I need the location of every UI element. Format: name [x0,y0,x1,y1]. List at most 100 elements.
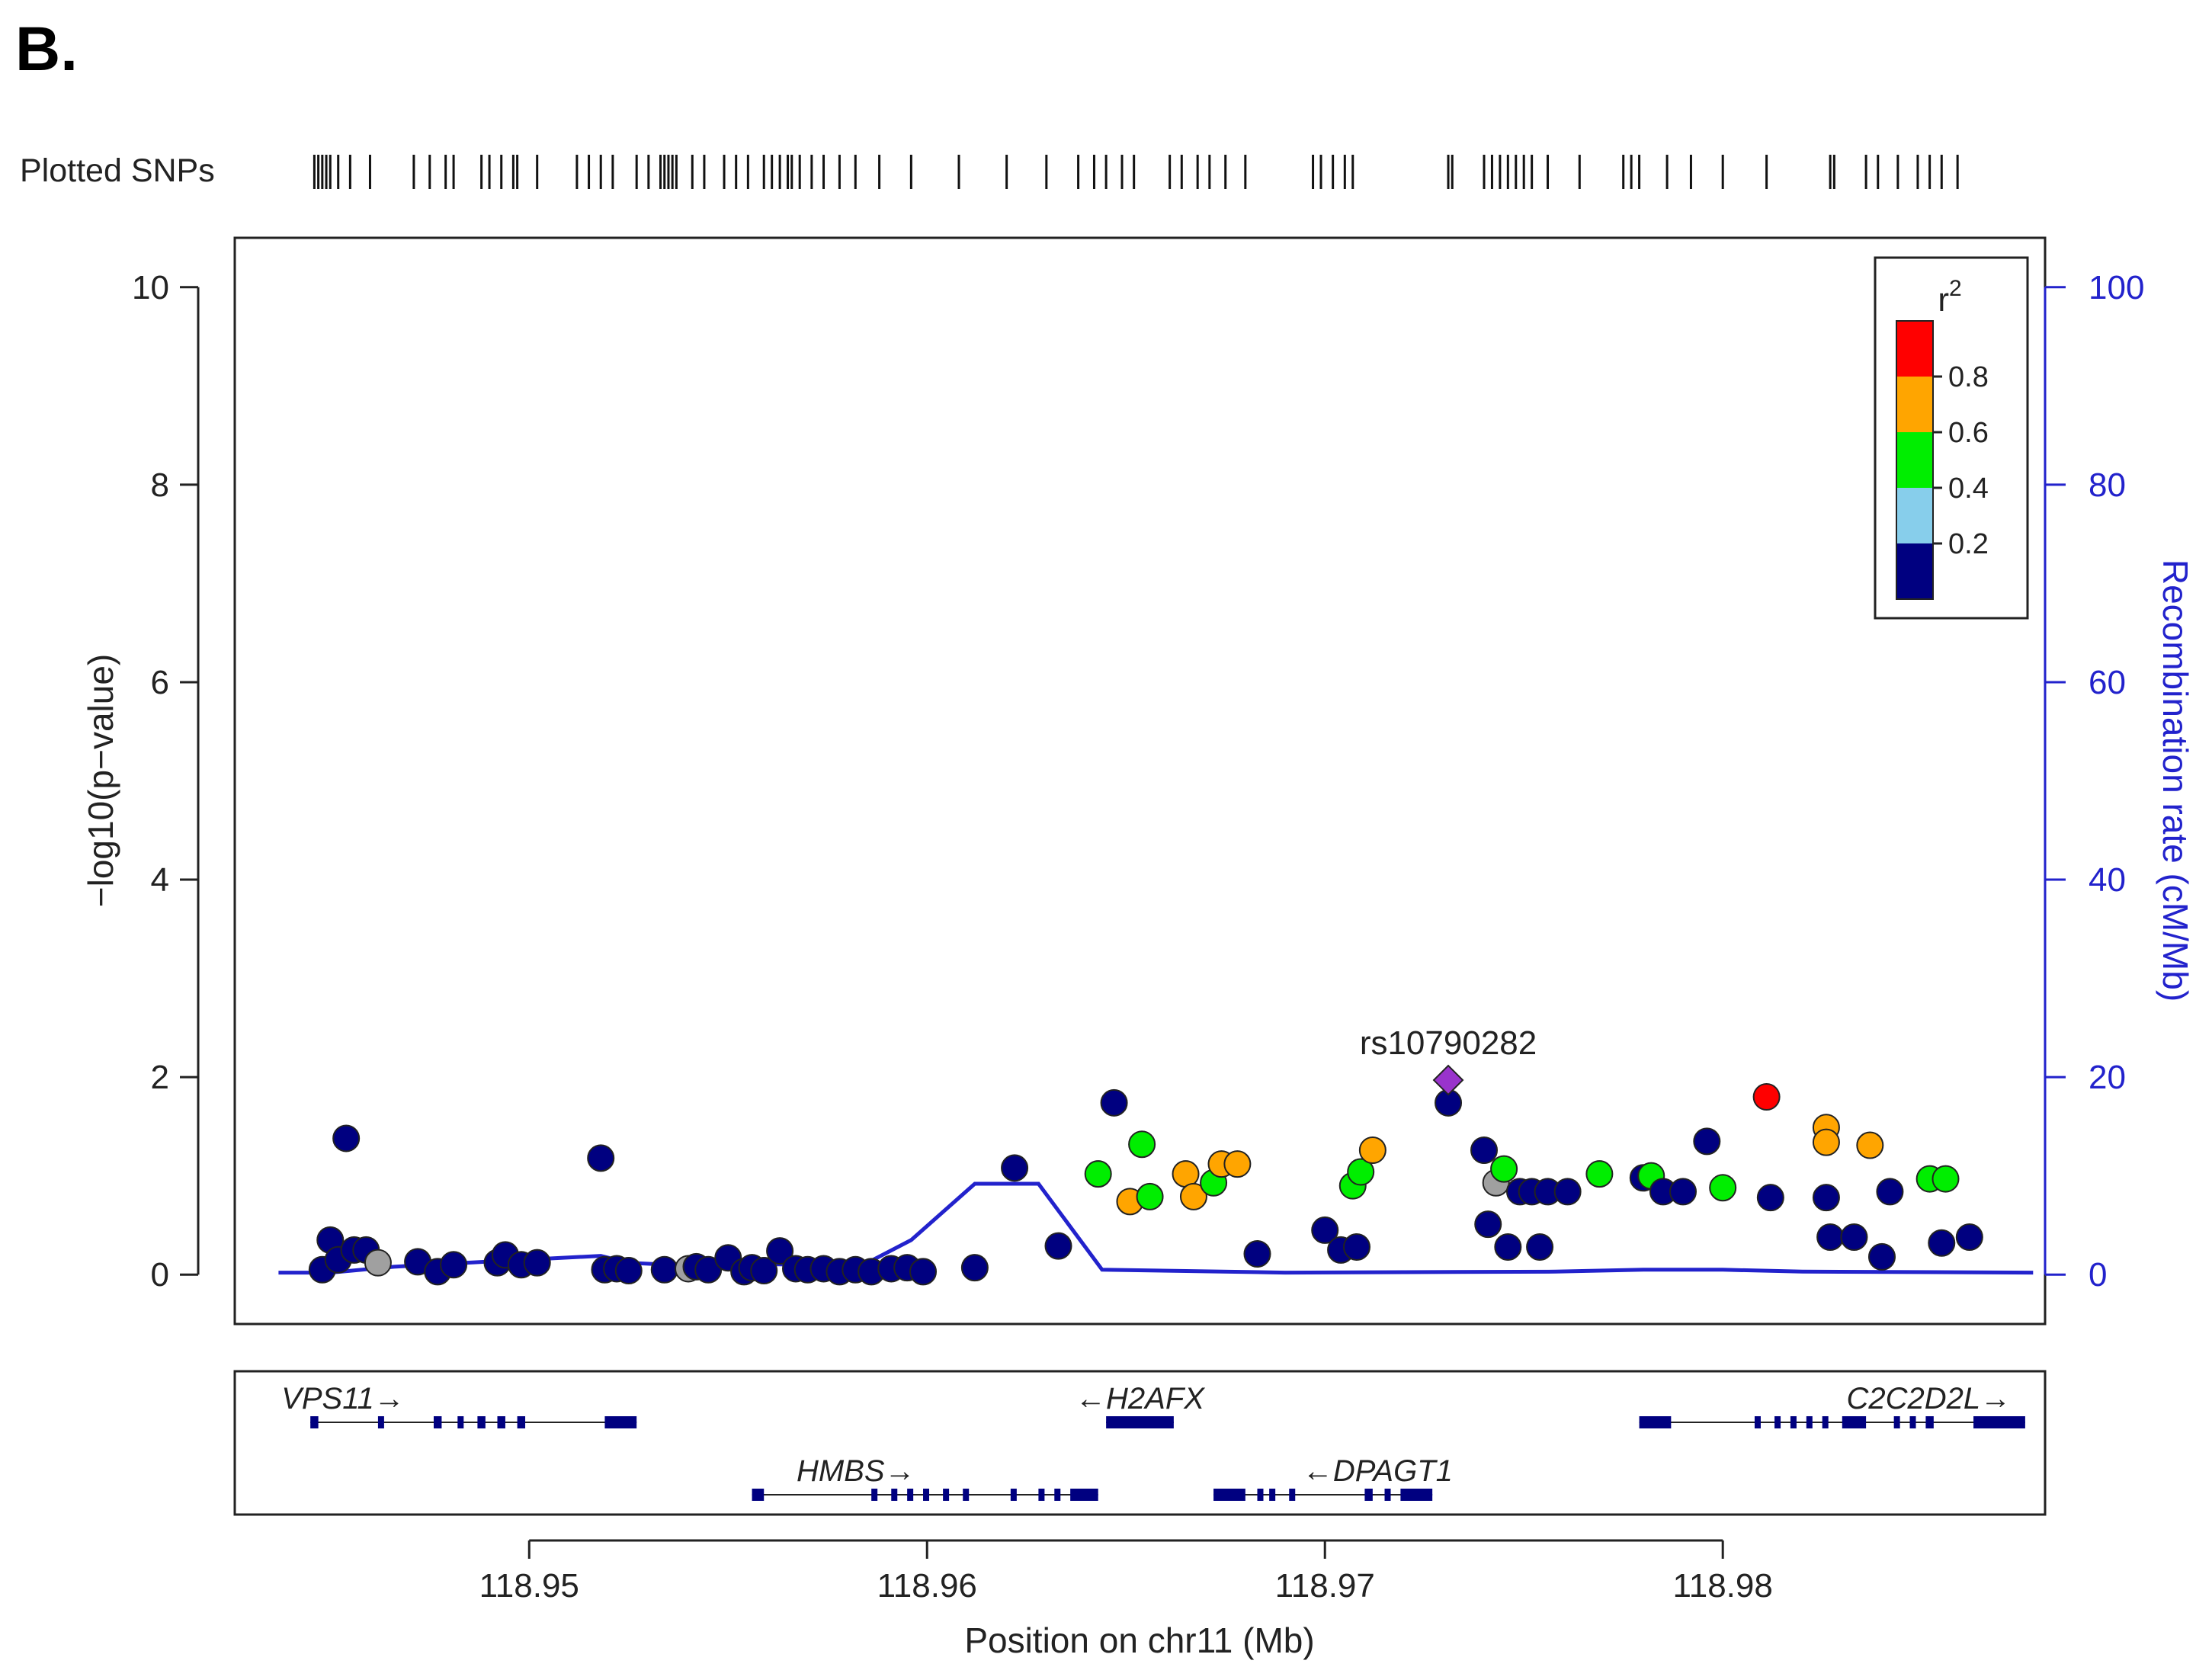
gene-exon [1364,1489,1373,1501]
gene-exon [963,1489,970,1501]
snp-point [1840,1223,1868,1251]
snp-point [1693,1127,1721,1156]
snp-point [1928,1229,1956,1257]
right-axis-tick-label: 0 [2089,1256,2107,1294]
snp-point [960,1254,989,1282]
snp-point [1347,1158,1375,1186]
snp-point [1709,1174,1737,1202]
right-axis-tick-label: 60 [2089,664,2126,701]
left-axis-tick-label: 10 [132,269,169,306]
gene-exon [457,1416,464,1428]
gene-exon [1790,1416,1797,1428]
gene-exon [1822,1416,1829,1428]
snp-point [1128,1130,1156,1159]
snp-point [750,1257,778,1285]
snp-point [1490,1155,1518,1183]
snp-point [1179,1182,1207,1210]
left-axis-tick-label: 6 [151,664,169,701]
left-axis-tick-label: 0 [151,1256,169,1294]
legend-color-bins: 0.8 0.6 0.4 0.2 [1896,320,1989,600]
panel-label: B. [15,14,78,84]
gene-exon [871,1489,878,1501]
ld-legend: r2 0.8 0.6 0.4 0.2 [1874,256,2029,620]
lead-snp-label: rs10790282 [1360,1024,1537,1062]
right-axis-tick-label: 100 [2089,269,2144,306]
snp-point [766,1237,794,1265]
x-axis-tick-label: 118.96 [877,1567,977,1604]
snp-point [1311,1216,1339,1244]
legend-color-bin [1896,543,1933,599]
snp-point [1474,1210,1502,1239]
snp-point [587,1144,615,1172]
left-axis-tick-label: 8 [151,466,169,504]
gene-exon [1106,1416,1174,1428]
snp-point [1812,1184,1840,1212]
snp-point [1752,1083,1781,1111]
snp-point [909,1258,938,1286]
snp-point [1756,1184,1784,1212]
right-y-axis: 0 20 40 60 80 100 [2044,269,2144,1294]
snp-point [1553,1178,1582,1206]
gene-track: VPS11→ ←H2AFX C2C2D2L→ HMBS→ ←DPAGT1 [281,1382,2025,1501]
snp-point [1342,1233,1370,1261]
snp-point [1931,1165,1960,1193]
legend-title: r2 [1938,276,1961,319]
x-axis-tick-label: 118.95 [479,1567,579,1604]
legend-bin-label: 0.6 [1948,417,1989,449]
gene-exon [1269,1489,1276,1501]
legend-title-sup: 2 [1949,276,1962,301]
gene-exon [1893,1416,1900,1428]
snp-point [1223,1150,1252,1178]
gene-label: VPS11→ [281,1382,405,1415]
snp-point [1867,1242,1896,1271]
legend-color-bin [1896,377,1933,432]
gene-label: HMBS→ [797,1454,915,1488]
gene-exon [604,1416,637,1428]
gene-exon [752,1489,765,1501]
right-axis-tick-label: 40 [2089,861,2126,899]
plotted-snps-track [313,155,1959,189]
gene-exon [923,1489,930,1501]
gene-exon [517,1416,526,1428]
left-axis-tick-label: 2 [151,1059,169,1096]
snp-point [1955,1223,1983,1251]
snp-point [1100,1088,1128,1117]
gene-label: C2C2D2L→ [1846,1382,2011,1415]
snp-point [614,1257,643,1285]
main-plot-frame [233,236,2047,1326]
legend-bin-label: 0.4 [1948,473,1989,505]
gene-exon [1842,1416,1867,1428]
y-axis-left-label: −log10(p−value) [81,654,120,907]
gene-exon [1925,1416,1934,1428]
snp-track-label: Plotted SNPs [20,152,215,189]
snp-point [1526,1233,1554,1261]
snp-point [1470,1136,1499,1164]
legend-bin-label: 0.2 [1948,528,1989,560]
snp-point [1856,1131,1884,1159]
gene-exon [907,1489,914,1501]
gene-label: ←DPAGT1 [1303,1454,1453,1488]
snp-point [332,1124,361,1152]
snp-point [1812,1128,1840,1156]
gene-exon [1639,1416,1672,1428]
gene-exon [433,1416,442,1428]
gene-label: ←H2AFX [1076,1382,1205,1415]
right-axis-tick-label: 20 [2089,1059,2126,1096]
legend-color-bin [1896,488,1933,543]
y-axis-right-label: Recombination rate (cM/Mb) [2156,559,2195,1002]
legend-title-r: r [1938,281,1949,319]
x-axis: 118.95 118.96 118.97 118.98 [479,1539,1773,1604]
gene-exon [1070,1489,1098,1501]
gene-exon [891,1489,898,1501]
gene-exon [1054,1489,1061,1501]
x-axis-tick-label: 118.98 [1673,1567,1773,1604]
legend-color-bin [1896,321,1933,377]
left-axis-tick-label: 4 [151,861,169,899]
right-axis-tick-label: 80 [2089,466,2126,504]
gene-exon [1289,1489,1296,1501]
gene-exon [1774,1416,1781,1428]
gene-exon [1213,1489,1245,1501]
snp-point [1816,1223,1845,1251]
gene-exon [943,1489,950,1501]
